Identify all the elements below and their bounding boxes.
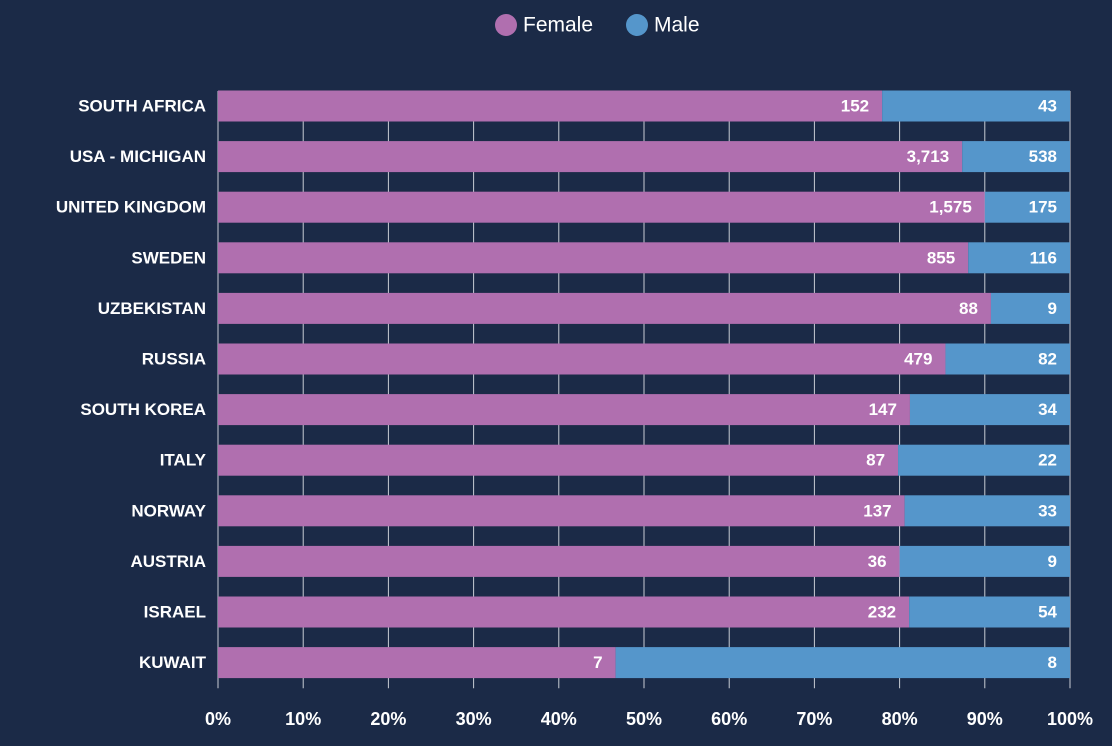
data-label: 116 <box>1030 248 1057 267</box>
legend-swatch <box>495 14 517 36</box>
category-label: ITALY <box>160 451 207 470</box>
bar-segment <box>218 545 900 577</box>
data-label: 9 <box>1048 299 1057 318</box>
bar-segment <box>615 647 1070 679</box>
legend-swatch <box>626 14 648 36</box>
bar-segment <box>218 242 969 274</box>
category-label: SOUTH KOREA <box>80 400 206 419</box>
bar-segment <box>218 394 910 426</box>
data-label: 87 <box>866 451 885 470</box>
category-label: UNITED KINGDOM <box>56 198 206 217</box>
x-tick-label: 30% <box>456 709 492 729</box>
data-label: 855 <box>927 248 955 267</box>
bar-segment <box>882 90 1070 122</box>
data-label: 7 <box>593 653 602 672</box>
legend-label: Female <box>523 14 593 37</box>
category-label: SWEDEN <box>131 248 206 267</box>
data-label: 8 <box>1048 653 1057 672</box>
data-label: 88 <box>959 299 978 318</box>
category-label: SOUTH AFRICA <box>78 96 206 115</box>
x-tick-label: 20% <box>370 709 406 729</box>
category-label: NORWAY <box>131 501 206 520</box>
data-label: 3,713 <box>907 147 950 166</box>
bar-segment <box>218 141 963 173</box>
category-label: RUSSIA <box>142 349 206 368</box>
x-tick-label: 40% <box>541 709 577 729</box>
x-tick-label: 90% <box>967 709 1003 729</box>
data-label: 34 <box>1038 400 1057 419</box>
legend-label: Male <box>654 14 700 37</box>
category-label: UZBEKISTAN <box>98 299 206 318</box>
data-label: 479 <box>904 349 932 368</box>
data-label: 43 <box>1038 96 1057 115</box>
x-tick-label: 50% <box>626 709 662 729</box>
category-label: USA - MICHIGAN <box>70 147 206 166</box>
data-label: 22 <box>1038 451 1057 470</box>
bar-segment <box>909 394 1070 426</box>
x-tick-label: 70% <box>796 709 832 729</box>
data-label: 9 <box>1048 552 1057 571</box>
bar-segment <box>218 647 616 679</box>
bar-segment <box>218 495 905 527</box>
category-label: KUWAIT <box>139 653 207 672</box>
data-label: 1,575 <box>929 198 972 217</box>
data-label: 538 <box>1029 147 1057 166</box>
data-label: 36 <box>868 552 887 571</box>
x-tick-label: 60% <box>711 709 747 729</box>
bar-segment <box>218 596 910 628</box>
bar-segment <box>218 90 883 122</box>
data-label: 147 <box>869 400 897 419</box>
bar-segment <box>218 191 985 223</box>
bar-segment <box>962 141 1070 173</box>
data-label: 175 <box>1029 198 1057 217</box>
bar-segment <box>218 444 899 476</box>
bar-segment <box>218 343 946 375</box>
bar-segment <box>218 292 991 324</box>
category-label: AUSTRIA <box>130 552 206 571</box>
data-label: 232 <box>868 602 896 621</box>
data-label: 54 <box>1038 602 1057 621</box>
bar-segment <box>990 292 1070 324</box>
bar-segment <box>899 545 1070 577</box>
x-tick-label: 10% <box>285 709 321 729</box>
bar-segment <box>968 242 1070 274</box>
data-label: 137 <box>863 501 891 520</box>
category-label: ISRAEL <box>144 602 206 621</box>
x-tick-label: 0% <box>205 709 231 729</box>
bar-segment <box>898 444 1070 476</box>
data-label: 33 <box>1038 501 1057 520</box>
data-label: 152 <box>841 96 869 115</box>
x-tick-label: 80% <box>882 709 918 729</box>
bar-segment <box>909 596 1070 628</box>
bar-segment <box>984 191 1070 223</box>
bar-segment <box>904 495 1070 527</box>
data-label: 82 <box>1038 349 1057 368</box>
bar-segment <box>945 343 1070 375</box>
x-tick-label: 100% <box>1047 709 1093 729</box>
